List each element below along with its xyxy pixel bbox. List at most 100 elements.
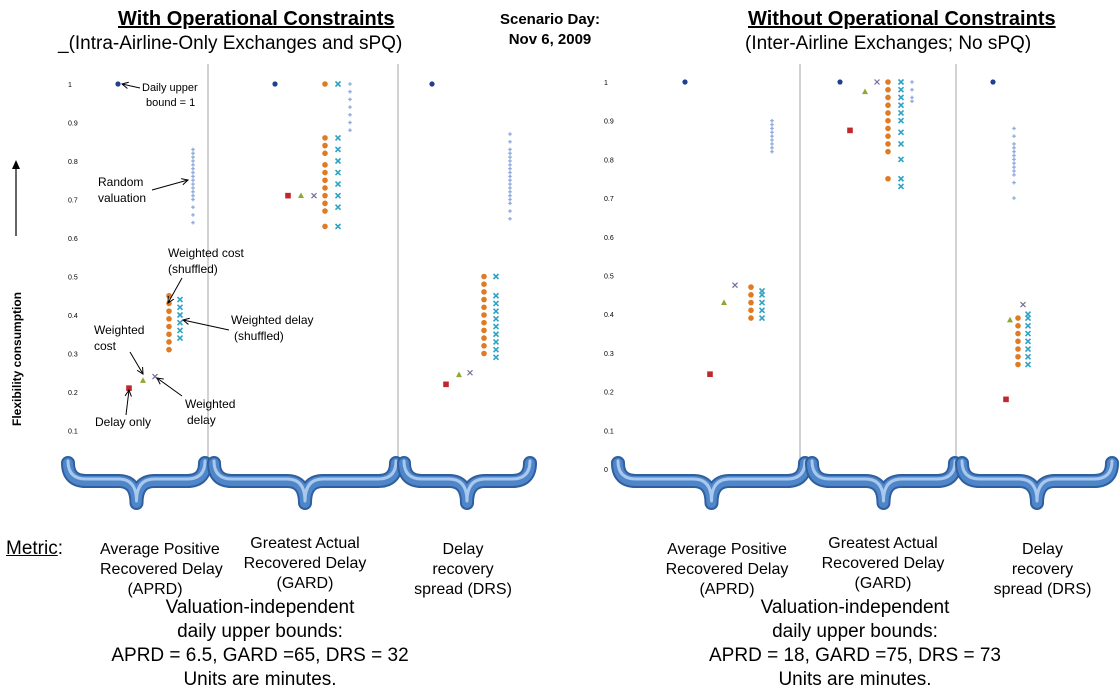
bounds-line: Valuation-independent <box>760 597 950 618</box>
delay-only-point <box>1003 396 1009 403</box>
metric-label-left-gard: Greatest Actual Recovered Delay (GARD) <box>240 534 370 594</box>
weighted-cost-shuffled-point <box>481 343 487 349</box>
brace-highlight <box>212 459 398 503</box>
brace-shape <box>63 458 210 508</box>
weighted-delay-shuffled-point <box>176 304 184 311</box>
scenario-line-2: Nov 6, 2009 <box>508 31 592 48</box>
annotation-weighted-delay-shuffled: (shuffled) <box>234 329 284 343</box>
y-tick-label: 1 <box>604 80 608 87</box>
weighted-delay-shuffled-point <box>334 181 342 188</box>
annotation-arrowhead <box>181 178 190 186</box>
weighted-cost-shuffled-point <box>166 323 172 330</box>
weighted-delay-shuffled-point <box>334 80 342 88</box>
annotation-arrowhead <box>181 317 190 325</box>
metric-line: Recovered Delay <box>100 561 223 578</box>
weighted-cost-shuffled-point <box>885 110 891 116</box>
metric-line: Average Positive <box>100 541 220 558</box>
annotation-arrowhead <box>124 388 132 397</box>
brace-highlight <box>66 459 207 503</box>
metric-line: Delay <box>442 541 484 558</box>
upper-bound-point <box>990 79 996 85</box>
metric-line: Greatest Actual <box>828 535 938 552</box>
weighted-cost-shuffled-point <box>166 308 172 314</box>
weighted-cost-shuffled-point <box>1015 346 1021 352</box>
weighted-delay-shuffled-point <box>758 299 766 306</box>
upper-bound-point <box>682 79 688 85</box>
weighted-cost-shuffled-point <box>481 296 487 303</box>
left-scatter-chart: 00.10.20.30.40.50.60.70.80.91 Daily upper… <box>68 64 512 474</box>
delay-only-point <box>847 127 853 134</box>
weighted-cost-shuffled-point <box>481 304 487 311</box>
weighted-cost-shuffled-point <box>322 169 328 176</box>
brace-highlight <box>616 459 807 503</box>
metric-line: recovery <box>432 561 494 578</box>
weighted-cost-shuffled-point <box>748 284 754 290</box>
weighted-cost-shuffled-point <box>1015 353 1021 360</box>
metric-braces <box>61 456 1119 510</box>
annotation-arrow <box>167 277 183 304</box>
y-tick-label: 1 <box>68 82 72 89</box>
weighted-delay-shuffled-point <box>897 102 905 109</box>
weighted-delay-shuffled-point <box>176 327 184 334</box>
weighted-cost-shuffled-point <box>1015 330 1021 337</box>
left-panel-title: With Operational Constraints <box>118 8 395 30</box>
weighted-cost-shuffled-point <box>166 331 172 338</box>
weighted-cost-shuffled-point <box>481 312 487 318</box>
annotation-delay-only: Delay only <box>95 415 151 429</box>
annotation-weighted-cost: Weighted <box>94 323 144 337</box>
weighted-delay-shuffled-point <box>897 109 905 117</box>
weighted-delay-shuffled-point <box>334 146 342 153</box>
weighted-delay-shuffled-point <box>897 156 905 163</box>
y-tick-label: 0.3 <box>68 352 78 359</box>
metric-line: Recovered Delay <box>243 555 367 572</box>
weighted-cost-shuffled-point <box>885 86 891 93</box>
weighted-cost-shuffled-point <box>481 335 487 341</box>
weighted-delay-shuffled-point <box>334 223 342 230</box>
weighted-cost-point <box>1007 316 1013 323</box>
weighted-delay-shuffled-point <box>492 338 500 346</box>
delay-only-point <box>443 381 449 388</box>
right-scatter-chart: 0 0.1 0.2 0.3 0.4 0.5 0.6 0.7 0.8 0.9 1 <box>604 64 1032 474</box>
weighted-delay-point <box>874 79 880 85</box>
y-tick-label: 0.6 <box>604 235 614 242</box>
weighted-cost-shuffled-point <box>1015 361 1021 368</box>
annotation-arrow <box>156 377 183 397</box>
metric-key: Metric: <box>6 538 63 560</box>
brace-highlight <box>810 459 957 503</box>
weighted-delay-shuffled-point <box>897 183 905 190</box>
y-tick-label: 0.7 <box>604 196 614 203</box>
y-tick-label: 0.5 <box>68 275 78 282</box>
weighted-cost-point <box>456 371 462 378</box>
y-tick-label: 0.1 <box>604 428 614 435</box>
y-axis-label: Flexibility consumption <box>10 291 24 426</box>
metric-line: recovery <box>1011 561 1074 578</box>
weighted-delay-shuffled-point <box>897 94 905 101</box>
annotation-arrow <box>151 179 189 191</box>
brace-shape <box>807 458 960 508</box>
y-tick-label: 0.6 <box>68 236 78 243</box>
weighted-cost-point <box>721 299 727 305</box>
delay-only-point <box>126 385 132 391</box>
metric-line: Recovered Delay <box>665 561 789 578</box>
weighted-delay-shuffled-point <box>176 296 184 303</box>
weighted-delay-shuffled-point <box>1024 338 1032 345</box>
weighted-cost-shuffled-point <box>1015 315 1021 321</box>
weighted-cost-shuffled-point <box>322 223 328 230</box>
weighted-delay-shuffled-point <box>492 354 500 361</box>
left-panel-subtitle: _(Intra-Airline-Only Exchanges and sPQ) <box>58 33 402 55</box>
metric-line: spread (DRS) <box>993 581 1092 598</box>
weighted-delay-shuffled-point <box>334 169 342 176</box>
weighted-delay-shuffled-point <box>897 129 905 136</box>
bounds-line: Units are minutes. <box>778 669 932 690</box>
right-panel-subtitle: (Inter-Airline Exchanges; No sPQ) <box>745 33 1032 54</box>
annotation-arrowhead <box>167 295 175 304</box>
brace-highlight <box>402 459 532 503</box>
y-tick-label: 0.4 <box>68 313 78 320</box>
weighted-delay-shuffled-point <box>334 157 342 165</box>
weighted-cost-shuffled-point <box>481 273 487 280</box>
weighted-cost-shuffled-point <box>322 208 328 214</box>
weighted-delay-shuffled-point <box>758 315 766 322</box>
weighted-cost-shuffled-point <box>748 292 754 298</box>
annotation-weighted-cost: cost <box>94 339 117 353</box>
brace-shape <box>613 458 810 508</box>
